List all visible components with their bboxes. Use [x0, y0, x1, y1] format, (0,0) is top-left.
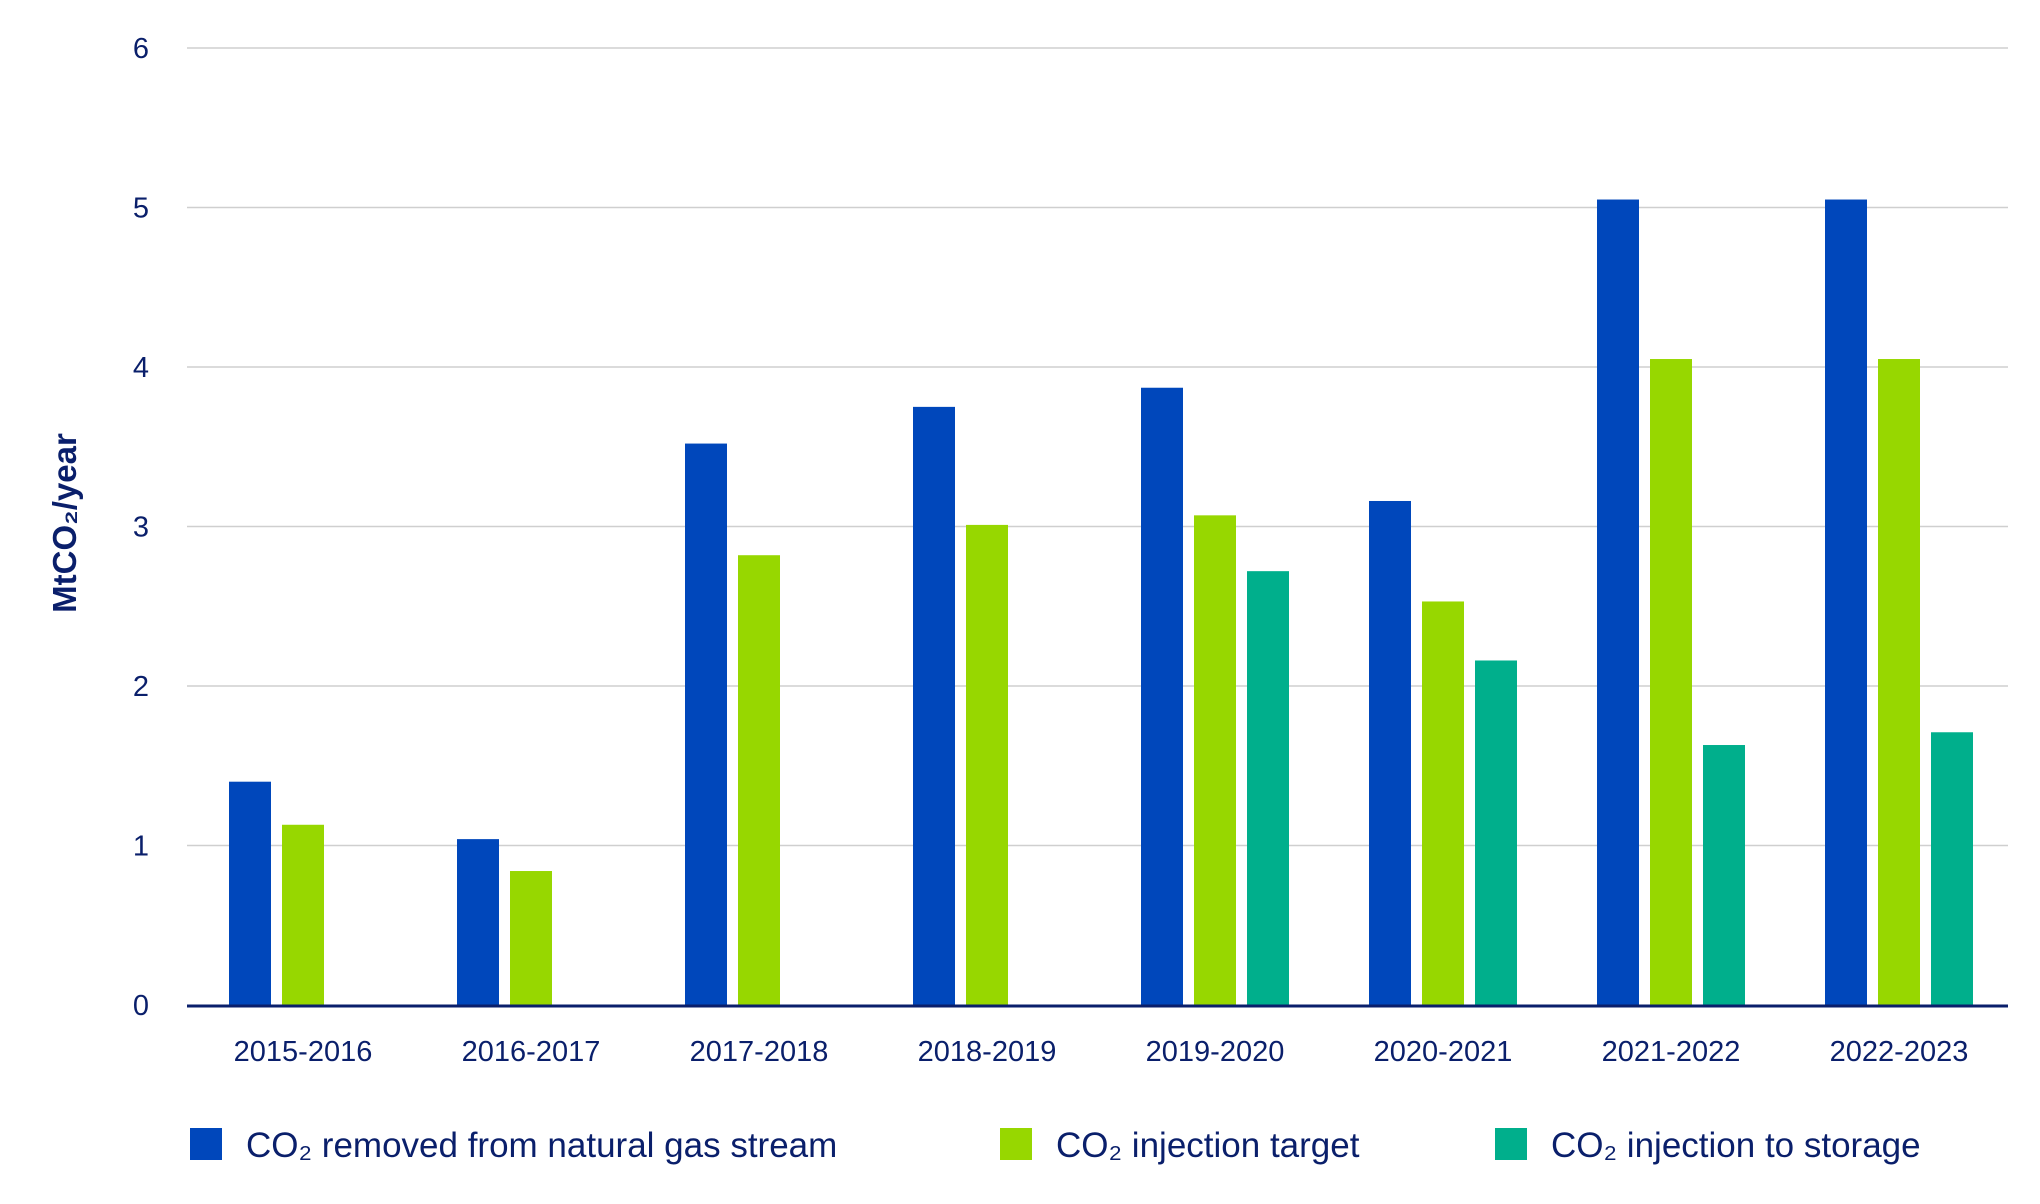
bar: [685, 443, 727, 1005]
y-tick-label: 1: [133, 831, 149, 863]
bar: [1825, 199, 1867, 1005]
bar: [1878, 359, 1920, 1005]
legend-swatch: [190, 1128, 222, 1160]
bar: [229, 781, 271, 1005]
legend-label: CO₂ removed from natural gas stream: [246, 1126, 837, 1165]
bar: [457, 839, 499, 1005]
bar: [966, 524, 1008, 1005]
legend: CO₂ removed from natural gas stream CO₂ i…: [190, 1126, 1921, 1165]
y-tick-label: 4: [133, 352, 149, 384]
y-axis-tick-labels: 0 1 2 3 4 5 6: [133, 33, 149, 1022]
x-tick-label: 2021-2022: [1602, 1036, 1741, 1068]
x-tick-label: 2020-2021: [1374, 1036, 1513, 1068]
legend-item: CO₂ injection to storage: [1495, 1126, 1921, 1165]
y-tick-label: 5: [133, 193, 149, 225]
bar: [1475, 660, 1517, 1005]
legend-swatch: [1495, 1128, 1527, 1160]
x-tick-label: 2015-2016: [234, 1036, 373, 1068]
y-axis-title: MtCO₂/year: [46, 433, 83, 613]
bar: [1422, 601, 1464, 1005]
bar: [282, 824, 324, 1005]
bar: [1650, 359, 1692, 1005]
bar: [1703, 745, 1745, 1005]
bar: [1597, 199, 1639, 1005]
x-tick-label: 2017-2018: [690, 1036, 829, 1068]
legend-item: CO₂ removed from natural gas stream: [190, 1126, 837, 1165]
x-tick-label: 2022-2023: [1830, 1036, 1969, 1068]
bar: [1931, 732, 1973, 1005]
legend-label: CO₂ injection target: [1056, 1126, 1360, 1165]
y-tick-label: 6: [133, 33, 149, 65]
legend-swatch: [1000, 1128, 1032, 1160]
x-tick-label: 2019-2020: [1146, 1036, 1285, 1068]
bars: [229, 199, 1973, 1005]
y-tick-label: 3: [133, 512, 149, 544]
bar: [738, 555, 780, 1005]
x-axis-tick-labels: 2015-2016 2016-2017 2017-2018 2018-2019 2019…: [234, 1036, 1969, 1068]
bar: [1194, 515, 1236, 1005]
gridlines: [187, 47, 2008, 847]
legend-label: CO₂ injection to storage: [1551, 1126, 1921, 1165]
bar: [1369, 500, 1411, 1005]
bar: [913, 406, 955, 1005]
x-tick-label: 2016-2017: [462, 1036, 601, 1068]
bar: [510, 871, 552, 1005]
y-tick-label: 0: [133, 990, 149, 1022]
x-tick-label: 2018-2019: [918, 1036, 1057, 1068]
bar: [1247, 571, 1289, 1005]
bar: [1141, 387, 1183, 1005]
y-tick-label: 2: [133, 671, 149, 703]
legend-item: CO₂ injection target: [1000, 1126, 1360, 1165]
